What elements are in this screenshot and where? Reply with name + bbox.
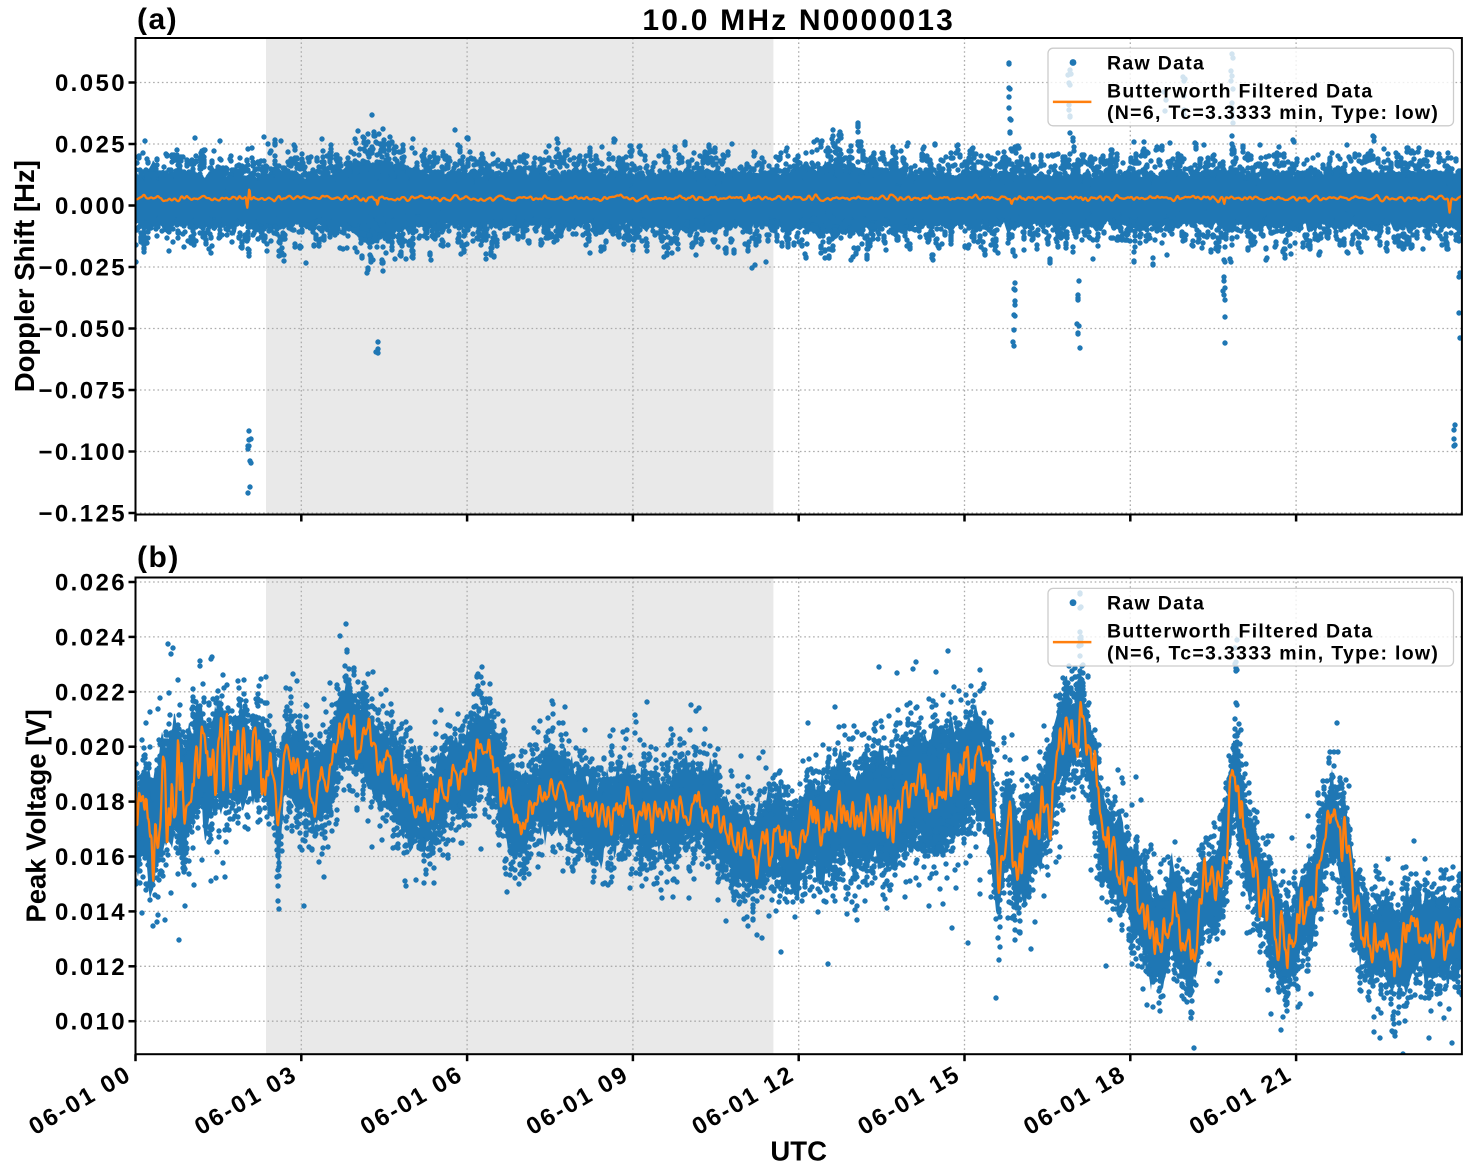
svg-text:0.024: 0.024	[55, 624, 127, 651]
svg-text:(N=6, Tc=3.3333 min, Type: low: (N=6, Tc=3.3333 min, Type: low)	[1107, 102, 1439, 124]
svg-text:0.012: 0.012	[55, 954, 127, 981]
svg-text:10.0 MHz N0000013: 10.0 MHz N0000013	[642, 4, 955, 37]
svg-text:0.018: 0.018	[55, 789, 127, 816]
svg-text:−0.050: −0.050	[39, 316, 127, 343]
svg-text:0.010: 0.010	[55, 1009, 127, 1036]
svg-text:(a): (a)	[137, 3, 178, 36]
svg-text:−0.025: −0.025	[39, 255, 127, 282]
svg-text:Raw Data: Raw Data	[1107, 593, 1205, 615]
svg-text:Butterworth Filtered Data: Butterworth Filtered Data	[1107, 81, 1374, 103]
svg-text:−0.125: −0.125	[39, 501, 127, 528]
svg-text:Butterworth Filtered Data: Butterworth Filtered Data	[1107, 621, 1374, 643]
svg-text:0.014: 0.014	[55, 899, 127, 926]
svg-text:UTC: UTC	[770, 1136, 827, 1167]
svg-text:−0.075: −0.075	[39, 378, 127, 405]
svg-text:Peak Voltage [V]: Peak Voltage [V]	[21, 709, 52, 922]
svg-text:(b): (b)	[137, 541, 180, 574]
svg-text:(N=6, Tc=3.3333 min, Type: low: (N=6, Tc=3.3333 min, Type: low)	[1107, 642, 1439, 664]
svg-text:Raw Data: Raw Data	[1107, 53, 1205, 75]
svg-text:0.016: 0.016	[55, 844, 127, 871]
svg-text:−0.100: −0.100	[39, 439, 127, 466]
svg-text:0.026: 0.026	[55, 570, 127, 597]
svg-text:0.020: 0.020	[55, 734, 127, 761]
svg-text:0.000: 0.000	[55, 193, 127, 220]
svg-text:Doppler Shift [Hz]: Doppler Shift [Hz]	[9, 160, 40, 392]
svg-text:0.022: 0.022	[55, 679, 127, 706]
svg-text:0.050: 0.050	[55, 70, 127, 97]
svg-text:0.025: 0.025	[55, 132, 127, 159]
